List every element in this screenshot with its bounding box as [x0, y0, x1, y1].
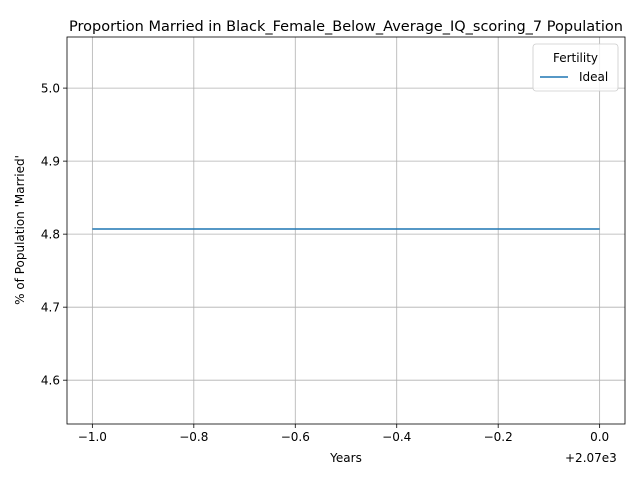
chart-title: Proportion Married in Black_Female_Below…	[69, 19, 623, 35]
legend-box	[532, 43, 619, 92]
plot-frame	[66, 36, 626, 425]
legend: Fertility Ideal	[532, 43, 619, 92]
x-tick-label: −0.6	[281, 430, 310, 444]
x-tick-label: −0.2	[484, 430, 513, 444]
x-axis-offset-label: +2.07e3	[565, 451, 617, 465]
x-tick-label: 0.0	[590, 430, 609, 444]
legend-label-ideal: Ideal	[579, 70, 608, 84]
grid	[67, 37, 625, 424]
y-tick-label: 5.0	[41, 82, 60, 96]
legend-title: Fertility	[553, 51, 598, 65]
y-tick-label: 4.8	[41, 228, 60, 242]
x-tick-label: −0.8	[179, 430, 208, 444]
x-tick-label: −0.4	[382, 430, 411, 444]
x-tick-label: −1.0	[78, 430, 107, 444]
y-axis-title: % of Population 'Married'	[13, 155, 27, 305]
x-axis-title: Years	[329, 451, 362, 465]
y-axis: 4.6 4.7 4.8 4.9 5.0	[41, 82, 67, 388]
y-tick-label: 4.9	[41, 155, 60, 169]
x-axis: −1.0 −0.8 −0.6 −0.4 −0.2 0.0	[78, 424, 609, 444]
y-tick-label: 4.6	[41, 374, 60, 388]
y-tick-label: 4.7	[41, 301, 60, 315]
